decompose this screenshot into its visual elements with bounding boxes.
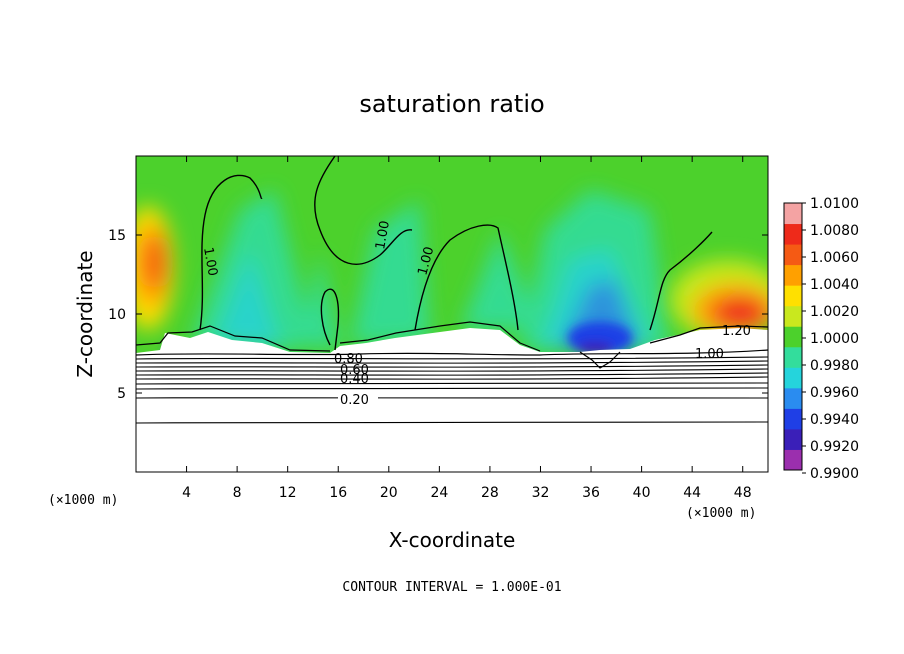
colorbar-label: 0.9980 (810, 358, 859, 374)
colorbar-swatch (784, 346, 802, 368)
contour-label: 1.00 (695, 347, 724, 362)
colorbar-label: 1.0020 (810, 304, 859, 320)
contour-label: 0.60 (340, 363, 369, 378)
colorbar-label: 1.0000 (810, 331, 859, 347)
contour-label: 1.00 (373, 220, 393, 251)
x-tick-label: 44 (683, 485, 701, 501)
colorbar-label: 1.0040 (810, 277, 859, 293)
contour-label: 1.20 (722, 324, 751, 339)
colorbar-swatch (784, 305, 802, 327)
colorbar-swatch (784, 326, 802, 348)
colorbar-swatch (784, 408, 802, 430)
y-tick-label: 5 (117, 386, 126, 402)
contour-label: 0.80 (334, 352, 363, 367)
x-tick-label: 16 (329, 485, 347, 501)
colorbar-label: 1.0080 (810, 223, 859, 239)
colorbar-label: 1.0060 (810, 250, 859, 266)
colorbar-swatch (784, 244, 802, 266)
x-tick-label: 28 (481, 485, 499, 501)
contour-label: 1.00 (415, 245, 437, 277)
x-tick-label: 48 (734, 485, 752, 501)
chart-title: saturation ratio (359, 90, 544, 118)
x-tick-label: 32 (532, 485, 550, 501)
colorbar-label: 0.9940 (810, 412, 859, 428)
x-tick-label: 4 (182, 485, 191, 501)
white-region (136, 328, 768, 472)
x-axis-ticks: 4 8 12 16 20 24 28 32 36 40 44 48 (182, 156, 752, 501)
x-scale-note-right: (×1000 m) (686, 506, 756, 521)
colorbar-swatch (784, 428, 802, 450)
colorbar-frame (783, 202, 803, 471)
y-tick-label: 15 (108, 228, 126, 244)
lower-contours (136, 356, 768, 424)
x-tick-label: 12 (279, 485, 297, 501)
contour-interval-note: CONTOUR INTERVAL = 1.000E-01 (342, 580, 561, 595)
contour-label: 0.20 (340, 393, 369, 408)
plot-field: 0.20 0.40 0.60 0.80 1.20 1.00 1.00 1.00 … (136, 156, 768, 472)
colorbar-swatch (784, 367, 802, 389)
x-axis-label: X-coordinate (389, 528, 516, 552)
x-tick-label: 36 (582, 485, 600, 501)
x-tick-label: 20 (380, 485, 398, 501)
colorbar-swatch (784, 449, 802, 471)
colorbar-label: 1.0100 (810, 196, 859, 212)
colorbar-label: 0.9960 (810, 385, 859, 401)
contour-label: 0.40 (340, 372, 369, 387)
colorbar-swatch (784, 203, 802, 225)
colorbar-swatch (784, 285, 802, 307)
y-axis-label: Z-coordinate (73, 250, 97, 377)
colorbar-swatch (784, 223, 802, 245)
colorbar-swatch (784, 264, 802, 286)
colorbar-label: 0.9920 (810, 439, 859, 455)
y-axis-ticks: 5 10 15 (108, 228, 768, 402)
x-tick-label: 24 (430, 485, 448, 501)
x-tick-label: 8 (233, 485, 242, 501)
y-tick-label: 10 (108, 307, 126, 323)
colorbar-label: 0.9900 (810, 466, 859, 482)
upper-contours (199, 156, 713, 351)
contour-label: 1.00 (200, 246, 220, 277)
x-tick-label: 40 (633, 485, 651, 501)
colorbar: 1.0100 1.0080 1.0060 1.0040 1.0020 1.0000 0.99… (783, 196, 859, 482)
colorbar-swatch (784, 387, 802, 409)
warm-shading (136, 206, 768, 340)
x-scale-note: (×1000 m) (48, 493, 118, 508)
